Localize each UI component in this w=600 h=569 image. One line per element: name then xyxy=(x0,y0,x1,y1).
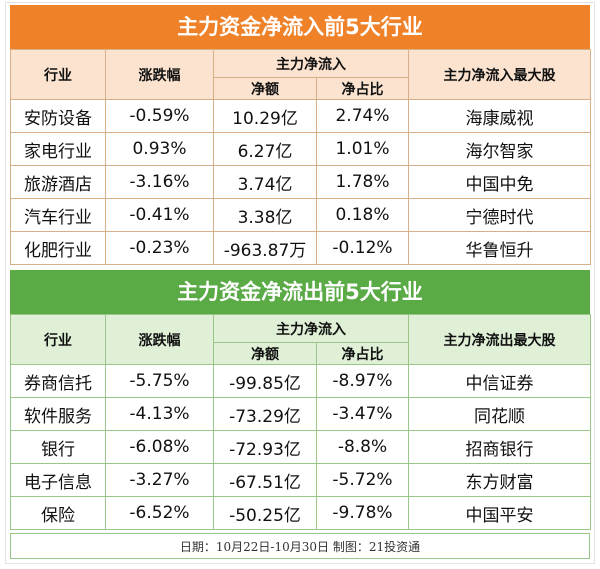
outflow-table: 行业 涨跌幅 主力净流入 主力净流出最大股 净额 净占比 券商信托 -5.75% -… xyxy=(10,314,591,530)
change-cell: -0.59% xyxy=(105,99,214,133)
inflow-title: 主力资金净流入前5大行业 xyxy=(10,5,590,49)
change-cell: -3.16% xyxy=(105,165,214,199)
top-stock-cell: 华鲁恒升 xyxy=(408,231,591,265)
outflow-title: 主力资金净流出前5大行业 xyxy=(10,270,590,314)
industry-cell: 安防设备 xyxy=(10,99,106,133)
net-ratio-cell: -8.8% xyxy=(316,430,409,464)
net-amount-cell: -72.93亿 xyxy=(213,430,317,464)
net-ratio-cell: -5.72% xyxy=(316,463,409,497)
top-stock-cell: 中信证券 xyxy=(408,364,591,398)
top-stock-cell: 东方财富 xyxy=(408,463,591,497)
net-amount-cell: 10.29亿 xyxy=(213,99,317,133)
table-row: 旅游酒店 -3.16% 3.74亿 1.78% 中国中免 xyxy=(10,165,591,199)
net-amount-cell: -50.25亿 xyxy=(213,496,317,530)
table-row: 银行 -6.08% -72.93亿 -8.8% 招商银行 xyxy=(10,430,591,464)
top-stock-cell: 海尔智家 xyxy=(408,132,591,166)
net-ratio-cell: -0.12% xyxy=(316,231,409,265)
change-cell: -6.52% xyxy=(105,496,214,530)
header-top-stock: 主力净流入最大股 xyxy=(408,49,591,100)
net-ratio-cell: -8.97% xyxy=(316,364,409,398)
industry-cell: 软件服务 xyxy=(10,397,106,431)
table-row: 软件服务 -4.13% -73.29亿 -3.47% 同花顺 xyxy=(10,397,591,431)
industry-cell: 家电行业 xyxy=(10,132,106,166)
footer-note: 日期：10月22日-10月30日 制图：21投资通 xyxy=(10,533,590,559)
header-industry: 行业 xyxy=(10,314,106,365)
change-cell: -0.23% xyxy=(105,231,214,265)
header-net-group: 主力净流入 xyxy=(213,314,409,343)
industry-cell: 化肥行业 xyxy=(10,231,106,265)
industry-cell: 电子信息 xyxy=(10,463,106,497)
header-industry: 行业 xyxy=(10,49,106,100)
net-ratio-cell: 2.74% xyxy=(316,99,409,133)
industry-cell: 汽车行业 xyxy=(10,198,106,232)
top-stock-cell: 中国中免 xyxy=(408,165,591,199)
net-amount-cell: 3.74亿 xyxy=(213,165,317,199)
change-cell: -0.41% xyxy=(105,198,214,232)
header-change: 涨跌幅 xyxy=(105,314,214,365)
header-change: 涨跌幅 xyxy=(105,49,214,100)
top-stock-cell: 同花顺 xyxy=(408,397,591,431)
header-top-stock: 主力净流出最大股 xyxy=(408,314,591,365)
change-cell: -5.75% xyxy=(105,364,214,398)
table-row: 化肥行业 -0.23% -963.87万 -0.12% 华鲁恒升 xyxy=(10,231,591,265)
header-net: 净额 xyxy=(213,77,317,100)
change-cell: 0.93% xyxy=(105,132,214,166)
inflow-table: 行业 涨跌幅 主力净流入 主力净流入最大股 净额 净占比 安防设备 -0.59% 1… xyxy=(10,49,591,265)
table-row: 家电行业 0.93% 6.27亿 1.01% 海尔智家 xyxy=(10,132,591,166)
industry-cell: 券商信托 xyxy=(10,364,106,398)
net-amount-cell: -963.87万 xyxy=(213,231,317,265)
header-ratio: 净占比 xyxy=(316,342,409,365)
table-row: 安防设备 -0.59% 10.29亿 2.74% 海康威视 xyxy=(10,99,591,133)
net-ratio-cell: -9.78% xyxy=(316,496,409,530)
industry-cell: 旅游酒店 xyxy=(10,165,106,199)
change-cell: -6.08% xyxy=(105,430,214,464)
net-amount-cell: 6.27亿 xyxy=(213,132,317,166)
top-stock-cell: 中国平安 xyxy=(408,496,591,530)
table-row: 电子信息 -3.27% -67.51亿 -5.72% 东方财富 xyxy=(10,463,591,497)
change-cell: -4.13% xyxy=(105,397,214,431)
net-amount-cell: -99.85亿 xyxy=(213,364,317,398)
industry-cell: 保险 xyxy=(10,496,106,530)
table-row: 券商信托 -5.75% -99.85亿 -8.97% 中信证券 xyxy=(10,364,591,398)
outer-frame xyxy=(5,2,595,564)
net-ratio-cell: -3.47% xyxy=(316,397,409,431)
top-stock-cell: 宁德时代 xyxy=(408,198,591,232)
net-ratio-cell: 1.78% xyxy=(316,165,409,199)
header-net: 净额 xyxy=(213,342,317,365)
table-row: 汽车行业 -0.41% 3.38亿 0.18% 宁德时代 xyxy=(10,198,591,232)
change-cell: -3.27% xyxy=(105,463,214,497)
header-net-group: 主力净流入 xyxy=(213,49,409,78)
net-ratio-cell: 1.01% xyxy=(316,132,409,166)
net-amount-cell: -73.29亿 xyxy=(213,397,317,431)
top-stock-cell: 招商银行 xyxy=(408,430,591,464)
net-ratio-cell: 0.18% xyxy=(316,198,409,232)
table-row: 保险 -6.52% -50.25亿 -9.78% 中国平安 xyxy=(10,496,591,530)
top-stock-cell: 海康威视 xyxy=(408,99,591,133)
net-amount-cell: 3.38亿 xyxy=(213,198,317,232)
net-amount-cell: -67.51亿 xyxy=(213,463,317,497)
industry-cell: 银行 xyxy=(10,430,106,464)
header-ratio: 净占比 xyxy=(316,77,409,100)
